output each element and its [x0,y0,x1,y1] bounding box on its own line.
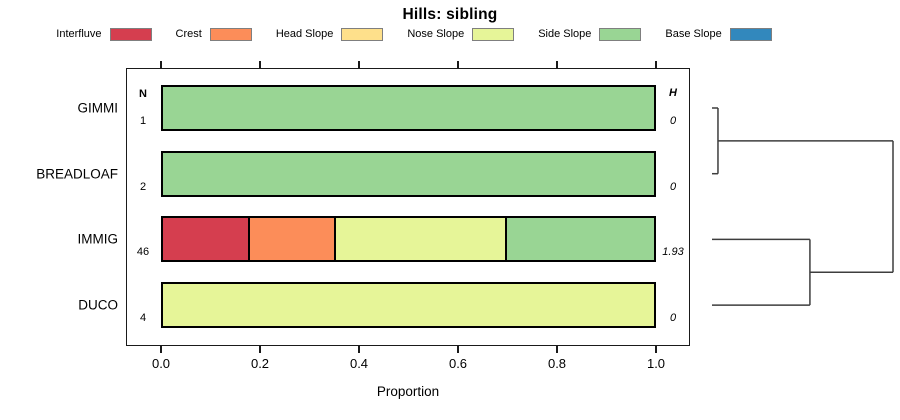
n-column-header: N [139,88,147,100]
row-label: DUCO [78,297,118,313]
legend-label: Crest [175,28,202,40]
axis-tick-top [655,61,657,68]
bar-segment [163,218,249,261]
row-label: BREADLOAF [36,166,118,182]
bar-segment [504,218,654,261]
n-value: 4 [139,312,147,325]
bar-segment [163,152,654,195]
axis-tick-bottom [556,346,558,353]
axis-tick-top [358,61,360,68]
legend-swatch [599,27,642,41]
h-value: 0 [669,312,677,325]
axis-tick-bottom [457,346,459,353]
legend-item: Crest [175,27,252,41]
row-label: IMMIG [77,231,119,247]
legend-label: Side Slope [538,28,592,40]
bar-row [161,85,656,131]
axis-tick-bottom [160,346,162,353]
legend-label: Head Slope [275,28,334,40]
legend-item: Nose Slope [407,27,515,41]
axis-tick-label: 0.4 [349,356,369,371]
axis-tick-bottom [259,346,261,353]
legend-swatch [209,27,252,41]
x-axis-title: Proportion [376,384,440,399]
legend-swatch [472,27,515,41]
axis-tick-label: 0.2 [250,356,270,371]
h-value: 0 [669,180,677,193]
legend-item: Side Slope [538,27,642,41]
n-value: 46 [136,246,150,259]
bar-segment [163,284,654,327]
legend-swatch [341,27,384,41]
row-label: GIMMI [77,100,119,116]
bar-segment [248,218,334,261]
axis-tick-top [259,61,261,68]
legend: Interfluve Crest Head Slope Nose Slope Side … [0,26,828,42]
chart-title: Hills: sibling [402,6,498,23]
bar-segment [163,87,654,129]
axis-tick-bottom [655,346,657,353]
bar-row [161,282,656,329]
axis-tick-label: 0.8 [547,356,567,371]
h-value: 0 [669,115,677,127]
axis-tick-label: 0.0 [151,356,171,371]
axis-tick-bottom [358,346,360,353]
bar-segment [333,218,505,261]
n-value: 2 [139,180,147,193]
h-value: 1.93 [662,246,684,259]
legend-item: Base Slope [665,27,772,41]
axis-tick-label: 0.6 [448,356,468,371]
n-value: 1 [139,115,147,127]
bar-row [161,216,656,263]
legend-label: Interfluve [56,28,102,40]
legend-label: Base Slope [665,28,722,40]
legend-swatch [729,27,772,41]
axis-tick-top [457,61,459,68]
axis-tick-label: 1.0 [646,356,666,371]
legend-label: Nose Slope [407,28,465,40]
axis-tick-top [556,61,558,68]
bar-row [161,150,656,197]
h-column-header: H [669,87,677,99]
legend-item: Head Slope [275,27,384,41]
axis-tick-top [160,61,162,68]
legend-item: Interfluve [56,27,152,41]
legend-swatch [109,27,152,41]
